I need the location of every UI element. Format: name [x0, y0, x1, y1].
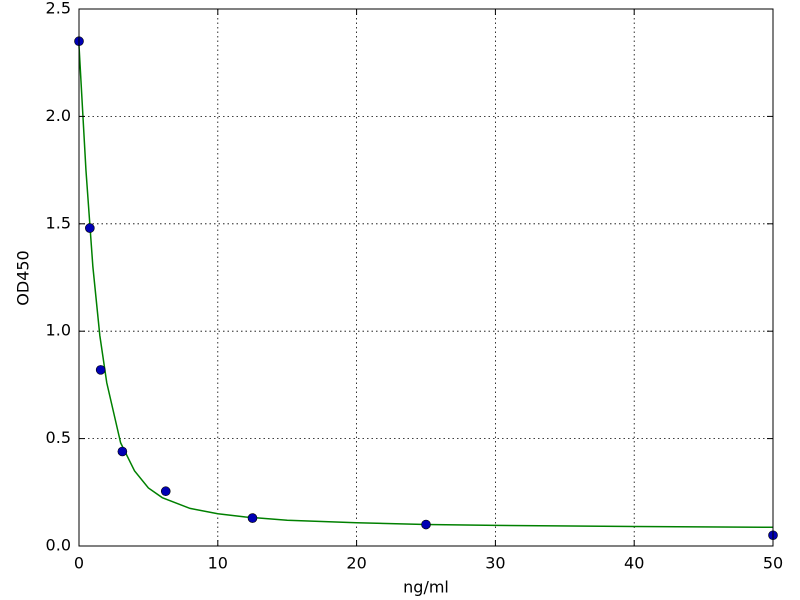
- plot-area: [79, 9, 773, 546]
- x-tick-label: 20: [346, 554, 366, 573]
- y-axis-label: OD450: [14, 250, 33, 305]
- x-tick-label: 50: [763, 554, 783, 573]
- fit-curve: [78, 45, 774, 529]
- data-point: [160, 486, 171, 497]
- y-tick-label: 2.5: [46, 0, 71, 18]
- y-tick-label: 1.0: [46, 321, 71, 340]
- data-point: [117, 446, 128, 457]
- y-tick-label: 0.0: [46, 536, 71, 555]
- y-tick-label: 1.5: [46, 213, 71, 232]
- x-tick-label: 0: [74, 554, 84, 573]
- x-tick-label: 10: [208, 554, 228, 573]
- data-point: [95, 365, 106, 375]
- x-axis-label: ng/ml: [403, 578, 449, 597]
- y-tick-label: 2.0: [46, 106, 71, 125]
- data-point: [421, 519, 431, 530]
- x-tick-label: 40: [624, 554, 644, 573]
- data-point: [85, 223, 95, 233]
- x-tick-label: 30: [485, 554, 505, 573]
- data-point: [247, 513, 258, 523]
- plot-frame: [78, 8, 774, 547]
- y-tick-label: 0.5: [46, 428, 71, 447]
